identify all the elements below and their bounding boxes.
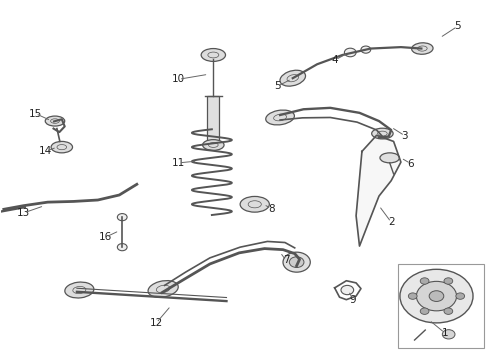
Bar (398, 264, 484, 348)
Circle shape (117, 244, 127, 251)
Ellipse shape (240, 197, 270, 212)
Circle shape (289, 257, 304, 267)
Bar (207, 96, 220, 145)
Circle shape (400, 269, 473, 323)
Circle shape (341, 285, 354, 295)
Ellipse shape (280, 70, 306, 86)
Text: 9: 9 (350, 295, 357, 305)
Circle shape (344, 48, 356, 57)
Text: 12: 12 (150, 318, 163, 328)
Text: 2: 2 (388, 217, 394, 227)
Ellipse shape (412, 43, 433, 54)
Text: 5: 5 (274, 81, 280, 91)
Text: 15: 15 (29, 109, 42, 118)
Circle shape (361, 46, 371, 53)
Circle shape (429, 291, 444, 301)
Ellipse shape (202, 140, 224, 150)
Circle shape (444, 308, 453, 314)
Ellipse shape (372, 128, 393, 139)
Ellipse shape (201, 49, 225, 62)
Text: 5: 5 (454, 21, 461, 31)
Text: 1: 1 (441, 328, 448, 338)
Circle shape (456, 293, 465, 299)
Ellipse shape (65, 282, 94, 298)
Text: 10: 10 (172, 74, 185, 84)
Circle shape (420, 308, 429, 314)
Text: 6: 6 (407, 158, 414, 168)
Polygon shape (356, 135, 401, 246)
Circle shape (420, 278, 429, 284)
Text: 16: 16 (99, 232, 112, 242)
Ellipse shape (51, 141, 73, 153)
Ellipse shape (148, 280, 178, 297)
Text: 14: 14 (39, 147, 52, 157)
Text: 7: 7 (283, 255, 289, 265)
Text: 3: 3 (401, 131, 408, 141)
Circle shape (408, 293, 417, 299)
Circle shape (283, 252, 310, 272)
Circle shape (444, 278, 453, 284)
Ellipse shape (45, 116, 65, 126)
Circle shape (416, 282, 457, 311)
Circle shape (442, 330, 455, 339)
Text: 11: 11 (172, 158, 185, 168)
Text: 4: 4 (332, 55, 339, 65)
Circle shape (117, 213, 127, 221)
Text: 13: 13 (17, 208, 30, 218)
Text: 8: 8 (268, 203, 274, 213)
Ellipse shape (380, 153, 399, 163)
Ellipse shape (266, 110, 294, 125)
